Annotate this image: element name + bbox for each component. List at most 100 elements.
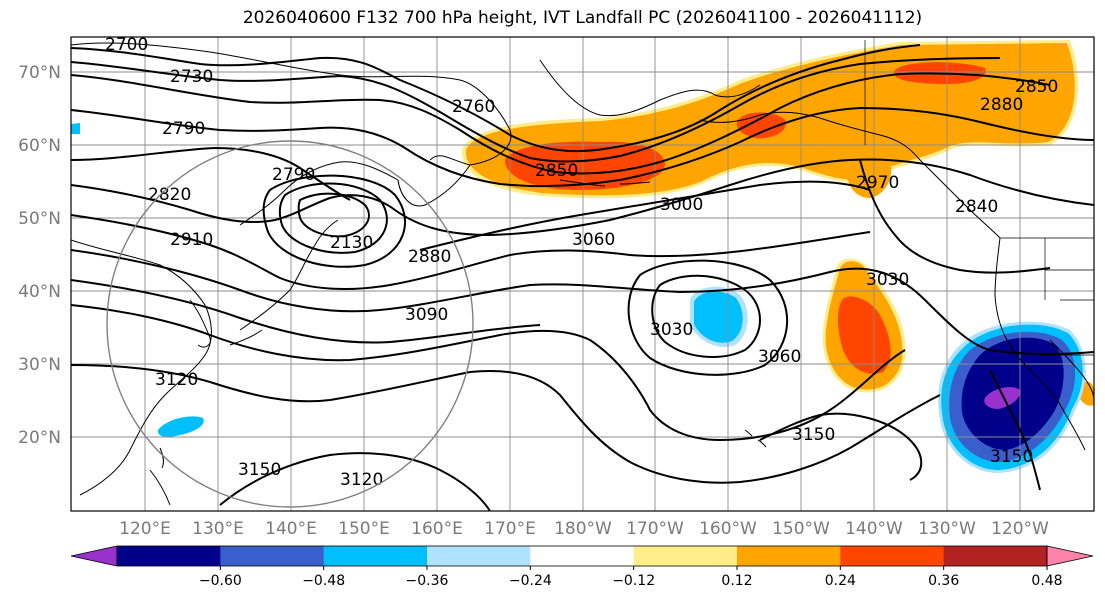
coast-russia-north [71,42,512,166]
contour-3090 [71,304,906,442]
contour-label-2730: 2730 [170,67,213,87]
colorbar-tick-label: 0.12 [721,573,752,589]
lat-label-70n: 70°N [18,63,61,83]
contour-label-2970: 2970 [856,173,899,193]
height-contours [71,44,1094,511]
contour-label-2820: 2820 [148,185,191,205]
lon-label-120w: 120°W [991,519,1049,539]
colorbar-swatch [943,546,1048,566]
ivt-neg-central-pacific [694,291,743,343]
lat-label-40n: 40°N [18,282,61,302]
colorbar-tick-label: 0.48 [1031,573,1062,589]
lon-label-180w: 180°W [554,519,612,539]
contour-label-3120: 3120 [155,370,198,390]
contour-label-3030-b: 3030 [650,320,693,340]
lat-labels: 70°N 60°N 50°N 40°N 30°N 20°N [18,63,61,448]
contour-label-3090: 3090 [405,305,448,325]
contour-label-3060: 3060 [572,230,615,250]
contour-label-2910: 2910 [170,230,213,250]
ivt-negative-shading [71,123,1086,474]
contour-label-2880: 2880 [408,247,451,267]
lat-label-60n: 60°N [18,136,61,156]
contour-2760 [71,72,1051,175]
contour-2730 [71,57,1001,163]
colorbar-tick-label: 0.24 [825,573,856,589]
map-title: 2026040600 F132 700 hPa height, IVT Land… [242,8,923,28]
lon-label-130w: 130°W [918,519,976,539]
map-area: 2700 2730 2760 2790 2820 2850 2880 2910 … [71,35,1094,511]
lon-label-120e: 120°E [119,519,171,539]
colorbar-swatch [117,546,221,566]
contour-label-2130: 2130 [330,233,373,253]
lon-label-170e: 170°E [484,519,536,539]
hawaii-islands [744,429,767,448]
lat-label-20n: 20°N [18,428,61,448]
coast-alaska-south [699,111,921,161]
contour-3030-ring [651,274,761,358]
colorbar-swatch [323,546,428,566]
contour-3150-b [759,412,923,481]
lat-label-50n: 50°N [18,209,61,229]
coast-kamchatka [397,164,471,207]
lon-label-160e: 160°E [411,519,463,539]
contour-3000 [419,180,871,251]
contour-label-3120-b: 3120 [340,470,383,490]
lon-label-160w: 160°W [699,519,757,539]
coast-bc-us [994,237,1036,376]
lon-label-130e: 130°E [192,519,244,539]
coast-alaska-west [539,59,761,117]
contour-2790-a [71,106,1094,188]
colorbar: −0.60 −0.48 −0.36 −0.24 −0.12 0.12 0.24 0.36 0.4… [70,545,1094,589]
colorbar-swatch [840,546,945,566]
lon-label-140w: 140°W [845,519,903,539]
borders [864,40,1094,356]
ivt-neg-edge [71,123,80,134]
lon-label-150w: 150°W [772,519,830,539]
map-frame [70,36,1095,512]
contour-label-3150: 3150 [238,460,281,480]
contour-label-3060-b: 3060 [758,347,801,367]
contour-label-2850-b: 2850 [1015,77,1058,97]
colorbar-swatch [530,546,635,566]
coast-siberia-east [239,161,399,226]
contour-3060 [71,279,541,344]
colorbar-swatch [427,546,531,566]
contour-label-3150-c: 3150 [990,447,1033,467]
colorbar-tick-label: −0.36 [406,573,449,589]
contour-low-ring-1 [297,192,370,238]
colorbar-tick-label: −0.24 [509,573,552,589]
coast-mexico [1049,339,1094,401]
contour-label-3000: 3000 [660,195,703,215]
lon-label-150e: 150°E [338,519,390,539]
contour-3120 [71,364,941,484]
contour-label-2760: 2760 [452,97,495,117]
colorbar-tick-label: −0.48 [302,573,345,589]
contour-label-2880-b: 2880 [980,95,1023,115]
contour-labels: 2700 2730 2760 2790 2820 2850 2880 2910 … [105,35,1058,490]
coast-china-korea [71,239,212,496]
ivt-core-alaska-1 [736,112,786,139]
colorbar-swatch [737,546,841,566]
reference-circle [106,140,474,508]
colorbar-tick-label: −0.60 [199,573,242,589]
colorbar-extend-high [1046,545,1094,567]
colorbar-frame [116,545,1048,567]
contour-low-ring-3 [262,174,406,268]
contour-low-ring-2 [278,182,388,254]
coast-taiwan [159,447,164,469]
lon-label-170w: 170°W [626,519,684,539]
contour-label-3150-b: 3150 [792,425,835,445]
lon-label-140e: 140°E [265,519,317,539]
ivt-neg-japan [157,416,204,437]
contour-2790-b [71,146,351,201]
colorbar-extend-low [70,545,118,567]
coast-korea [189,299,211,348]
contour-label-2700: 2700 [105,35,148,55]
coast-baja [1034,374,1086,451]
coast-alaska-panhandle [919,159,1001,239]
colorbar-tick-label: −0.12 [612,573,655,589]
colorbar-swatch [220,546,325,566]
lon-labels: 120°E 130°E 140°E 150°E 160°E 170°E 180°… [119,519,1049,539]
colorbar-swatches [117,546,1048,566]
